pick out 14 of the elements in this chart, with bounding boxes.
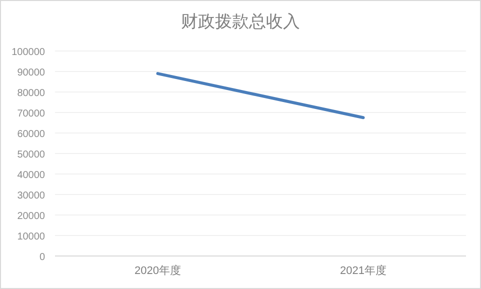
y-tick-label: 80000 bbox=[17, 88, 46, 99]
chart-title: 财政拨款总收入 bbox=[181, 12, 300, 31]
y-tick-label: 70000 bbox=[17, 108, 46, 120]
y-tick-label: 100000 bbox=[12, 47, 46, 58]
y-tick-label: 0 bbox=[39, 252, 46, 263]
x-tick-label: 2020年度 bbox=[134, 264, 181, 277]
y-tick-label: 30000 bbox=[17, 190, 46, 202]
y-tick-label: 10000 bbox=[17, 232, 46, 242]
y-tick-label: 60000 bbox=[17, 129, 46, 140]
y-tick-label: 20000 bbox=[17, 211, 46, 222]
y-tick-label: 50000 bbox=[17, 150, 46, 160]
x-tick-label: 2021年度 bbox=[340, 264, 386, 277]
y-tick-label: 40000 bbox=[17, 170, 46, 181]
y-tick-label: 90000 bbox=[17, 68, 46, 78]
